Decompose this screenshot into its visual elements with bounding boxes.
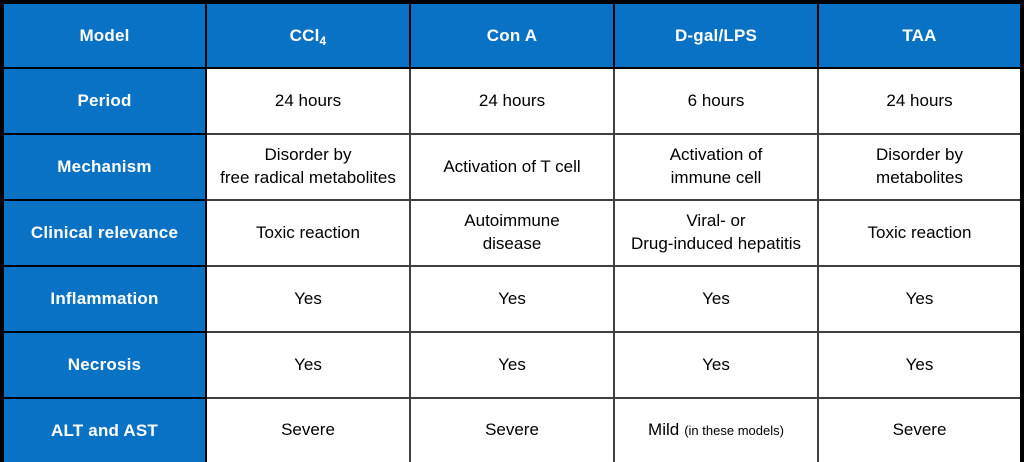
alt-dgal-main-text: Mild [648, 420, 680, 440]
cell-alt-con-a: Severe [409, 397, 615, 462]
row-header-period: Period [1, 67, 207, 135]
ccl4-subscript: 4 [319, 33, 327, 48]
row-header-alt-ast: ALT and AST [1, 397, 207, 462]
row-header-inflammation: Inflammation [1, 265, 207, 333]
cell-inflammation-con-a: Yes [409, 265, 615, 333]
cell-period-ccl4: 24 hours [205, 67, 411, 135]
ccl4-base-text: CCl [289, 25, 320, 45]
cell-inflammation-ccl4: Yes [205, 265, 411, 333]
row-necrosis: Necrosis Yes Yes Yes Yes [1, 331, 1023, 399]
row-inflammation: Inflammation Yes Yes Yes Yes [1, 265, 1023, 333]
cell-clinical-dgal-lps: Viral- or Drug-induced hepatitis [613, 199, 819, 267]
cell-clinical-taa: Toxic reaction [817, 199, 1023, 267]
row-period: Period 24 hours 24 hours 6 hours 24 hour… [1, 67, 1023, 135]
cell-period-dgal-lps: 6 hours [613, 67, 819, 135]
cell-necrosis-con-a: Yes [409, 331, 615, 399]
cell-inflammation-taa: Yes [817, 265, 1023, 333]
row-header-clinical-relevance: Clinical relevance [1, 199, 207, 267]
cell-mechanism-taa: Disorder by metabolites [817, 133, 1023, 201]
cell-period-con-a: 24 hours [409, 67, 615, 135]
cell-necrosis-taa: Yes [817, 331, 1023, 399]
row-alt-ast: ALT and AST Severe Severe Mild (in these … [1, 397, 1023, 462]
cell-alt-taa: Severe [817, 397, 1023, 462]
header-row: Model CCl4 Con A D-gal/LPS TAA [1, 1, 1023, 69]
cell-inflammation-dgal-lps: Yes [613, 265, 819, 333]
cell-clinical-con-a: Autoimmune disease [409, 199, 615, 267]
cell-mechanism-ccl4: Disorder by free radical metabolites [205, 133, 411, 201]
row-header-necrosis: Necrosis [1, 331, 207, 399]
row-mechanism: Mechanism Disorder by free radical metab… [1, 133, 1023, 201]
cell-alt-dgal-lps: Mild (in these models) [613, 397, 819, 462]
cell-alt-ccl4: Severe [205, 397, 411, 462]
column-header-taa: TAA [817, 1, 1023, 69]
column-header-ccl4: CCl4 [205, 1, 411, 69]
row-clinical-relevance: Clinical relevance Toxic reaction Autoim… [1, 199, 1023, 267]
row-header-mechanism: Mechanism [1, 133, 207, 201]
column-header-con-a: Con A [409, 1, 615, 69]
cell-mechanism-dgal-lps: Activation of immune cell [613, 133, 819, 201]
cell-clinical-ccl4: Toxic reaction [205, 199, 411, 267]
cell-period-taa: 24 hours [817, 67, 1023, 135]
cell-necrosis-ccl4: Yes [205, 331, 411, 399]
column-header-model: Model [1, 1, 207, 69]
cell-mechanism-con-a: Activation of T cell [409, 133, 615, 201]
alt-dgal-note-text: (in these models) [684, 423, 784, 439]
column-header-dgal-lps: D-gal/LPS [613, 1, 819, 69]
cell-necrosis-dgal-lps: Yes [613, 331, 819, 399]
